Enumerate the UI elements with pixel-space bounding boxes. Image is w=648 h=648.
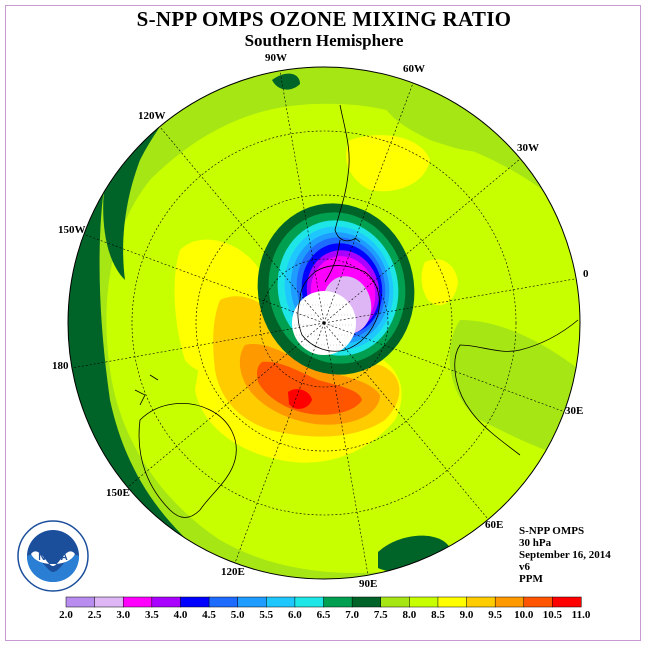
field-band-10-5 <box>288 389 312 409</box>
field-band-7-0-pacific <box>68 67 270 579</box>
coast-africa <box>454 319 579 456</box>
info-instrument: S-NPP OMPS <box>519 525 585 537</box>
lon-label-30E: 30E <box>565 405 584 417</box>
colorbar-tick-label: 6.0 <box>288 609 302 621</box>
coast-falkland <box>354 237 361 243</box>
map-boundary <box>67 66 581 580</box>
meridian-120W <box>159 126 325 324</box>
colorbar-bin-3.0-3.5 <box>122 596 153 608</box>
colorbar-tick-label: 4.0 <box>173 609 188 621</box>
coast-antarctica <box>297 265 380 352</box>
lon-label-150W: 150W <box>58 224 86 236</box>
colorbar-bin-10.5-11.0 <box>552 596 582 608</box>
info-version: v6 <box>519 561 530 573</box>
meridian-90E <box>323 322 369 576</box>
field-band-8-5-east <box>421 259 458 306</box>
meridian-180 <box>71 322 325 369</box>
meridian-150W <box>82 233 325 324</box>
parallel-45S <box>195 194 453 452</box>
colorbar-bin-4.0-4.5 <box>180 596 210 608</box>
meridian-120E <box>234 322 325 564</box>
coast-new-zealand <box>134 374 159 406</box>
lon-label-90E: 90E <box>359 578 378 590</box>
colorbar-tick-label: 3.5 <box>144 609 159 621</box>
meridian-30E <box>323 322 566 413</box>
colorbar-tick-label: 9.5 <box>488 609 503 621</box>
colorbar-tick-label: 8.0 <box>402 609 417 621</box>
field-band-7-5-patch <box>380 99 500 152</box>
graticule <box>71 70 580 576</box>
colorbar-bin-10.0-10.5 <box>523 596 553 608</box>
noaa-logo-text: NOAA <box>38 552 67 563</box>
coast-antarctic-peninsula <box>324 239 341 283</box>
coast-australia <box>138 403 237 518</box>
coast-south-america <box>334 104 357 242</box>
field-band-7-0-north <box>272 73 300 90</box>
lon-label-120W: 120W <box>138 110 166 122</box>
colorbar-bin-2.0-2.5 <box>65 596 96 608</box>
lon-label-180: 180 <box>52 360 69 372</box>
meridian-60E <box>323 322 489 520</box>
lon-label-120E: 120E <box>221 566 245 578</box>
colorbar-bin-8.0-8.5 <box>409 596 439 608</box>
lon-label-60E: 60E <box>485 519 504 531</box>
info-date: September 16, 2014 <box>519 549 611 561</box>
meridian-30W <box>323 158 521 324</box>
colorbar-bin-6.0-6.5 <box>294 596 325 608</box>
colorbar-tick-label: 5.5 <box>259 609 274 621</box>
field-band-10-0 <box>257 361 362 415</box>
colorbar-bin-2.5-3.0 <box>94 596 124 608</box>
noaa-logo-icon: NOAA <box>17 520 89 592</box>
lon-label-90W: 90W <box>265 52 287 64</box>
colorbar-tick-label: 7.5 <box>373 609 388 621</box>
info-block: S-NPP OMPS 30 hPa September 16, 2014 v6 … <box>519 525 611 585</box>
colorbar-tick-label: 2.5 <box>87 609 102 621</box>
colorbar-bin-9.5-10.0 <box>494 596 525 608</box>
colorbar-bin-3.5-4.0 <box>151 596 181 608</box>
colorbar-bin-7.0-7.5 <box>351 596 382 608</box>
ozone-field <box>68 67 580 579</box>
meridian-150E <box>127 322 325 488</box>
colorbar-tick-label: 4.5 <box>202 609 216 621</box>
colorbar-tick-label: 5.0 <box>230 609 245 621</box>
colorbar-bin-4.5-5.0 <box>208 596 239 608</box>
info-units: PPM <box>519 573 543 585</box>
parallel-60S <box>259 258 389 388</box>
colorbar-bin-7.5-8.0 <box>380 596 410 608</box>
lon-label-30W: 30W <box>517 142 539 154</box>
figure-frame <box>5 5 641 641</box>
colorbar-bin-6.5-7.0 <box>323 596 353 608</box>
colorbar-bin-8.5-9.0 <box>437 596 468 608</box>
chart-title: S-NPP OMPS OZONE MIXING RATIO <box>136 7 512 31</box>
lon-label-0: 0 <box>583 268 589 280</box>
colorbar-tick-label: 10.5 <box>542 609 562 621</box>
colorbar-tick-label: 8.5 <box>431 609 445 621</box>
meridian-0 <box>323 277 580 324</box>
chart-subtitle: Southern Hemisphere <box>244 31 404 50</box>
polar-night-hatch <box>294 304 354 346</box>
lon-label-60W: 60W <box>403 63 425 75</box>
colorbar-tick-label: 6.5 <box>316 609 331 621</box>
colorbar <box>65 596 582 608</box>
meridian-90W <box>279 70 325 324</box>
parallel-30S <box>131 130 517 516</box>
field-band-7-5-east <box>449 320 580 460</box>
lon-label-150E: 150E <box>106 487 130 499</box>
colorbar-bin-5.5-6.0 <box>266 596 296 608</box>
info-pressure-level: 30 hPa <box>519 537 552 549</box>
colorbar-tick-label: 9.0 <box>459 609 474 621</box>
colorbar-bin-9.0-9.5 <box>466 596 496 608</box>
colorbar-tick-label: 10.0 <box>514 609 534 621</box>
colorbar-tick-label: 3.0 <box>116 609 131 621</box>
colorbar-bin-5.0-5.5 <box>237 596 267 608</box>
coastlines <box>134 104 579 518</box>
colorbar-tick-label: 7.0 <box>345 609 359 621</box>
field-band-8-5-north <box>346 135 430 192</box>
colorbar-tick-label: 11.0 <box>571 609 591 621</box>
colorbar-tick-label: 2.0 <box>59 609 73 621</box>
meridian-60W <box>323 82 414 324</box>
